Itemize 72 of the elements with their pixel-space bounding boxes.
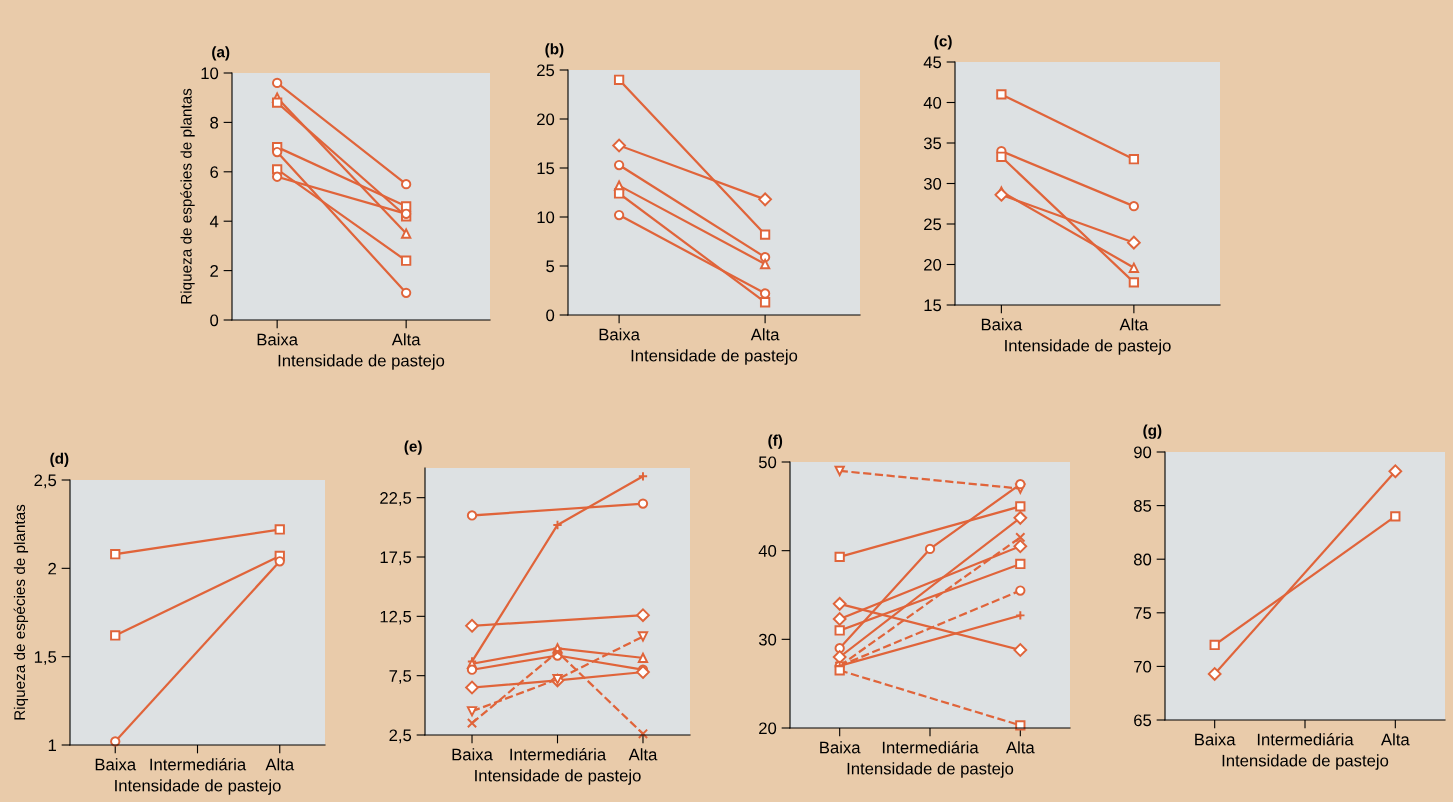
y-tick-label: 20 — [759, 722, 777, 735]
y-tick-label: 1 — [48, 739, 56, 752]
x-tick-label: Alta — [628, 748, 658, 761]
y-tick-label: 0 — [546, 309, 555, 322]
x-axis-title: Intensidade de pastejo — [1005, 339, 1171, 355]
y-tick-label: 40 — [923, 96, 942, 109]
x-axis-title: Intensidade de pastejo — [1222, 754, 1389, 770]
x-tick-label: Alta — [1381, 733, 1410, 746]
y-tick-label: 2 — [48, 562, 56, 575]
y-tick-label: 12,5 — [380, 610, 412, 625]
y-tick-label: 90 — [1134, 446, 1152, 459]
y-tick-label: 30 — [758, 633, 777, 646]
y-tick-label: 8 — [210, 116, 219, 129]
y-tick-label: 0 — [210, 314, 219, 327]
y-tick-label: 2,5 — [389, 729, 412, 744]
x-axis-title: Intensidade de pastejo — [115, 779, 281, 795]
x-axis-title: Intensidade de pastejo — [475, 769, 641, 785]
chart-title: (a) — [212, 46, 230, 61]
y-tick-label: 45 — [923, 56, 942, 69]
y-tick-label: 1,5 — [34, 651, 57, 665]
y-tick-label: 5 — [546, 260, 555, 273]
y-tick-label: 35 — [923, 137, 942, 150]
y-tick-label: 15 — [924, 299, 942, 312]
y-tick-label: 40 — [758, 545, 777, 557]
y-tick-label: 50 — [758, 456, 777, 469]
y-tick-label: 7,5 — [389, 670, 412, 684]
y-tick-label: 85 — [1133, 500, 1152, 512]
y-tick-label: 70 — [1134, 660, 1152, 673]
chart-title: (g) — [1143, 424, 1162, 439]
y-axis-title: Riqueza de espécies de plantas — [180, 88, 195, 304]
x-tick-label: Alta — [391, 333, 421, 346]
x-tick-label: Intermediária — [150, 758, 247, 771]
y-tick-label: 10 — [201, 67, 219, 80]
y-tick-label: 25 — [537, 64, 555, 77]
chart-title: (f) — [768, 434, 783, 449]
y-tick-label: 80 — [1133, 553, 1152, 566]
chart-title: (d) — [50, 452, 69, 467]
y-tick-label: 75 — [1134, 607, 1152, 619]
chart-title: (b) — [545, 43, 564, 58]
y-tick-label: 10 — [537, 211, 555, 224]
y-tick-label: 22,5 — [380, 492, 412, 506]
x-axis-title: Intensidade de pastejo — [631, 349, 798, 365]
x-tick-label: Baixa — [257, 333, 298, 346]
y-axis-title: Riqueza de espécies de plantas — [13, 504, 29, 720]
x-axis-title: Intensidade de pastejo — [847, 762, 1014, 778]
x-tick-label: Baixa — [452, 748, 493, 761]
y-tick-label: 2 — [210, 265, 218, 277]
y-tick-label: 20 — [537, 113, 555, 126]
chart-title: (c) — [934, 35, 952, 50]
x-tick-label: Alta — [1006, 741, 1035, 754]
y-tick-label: 20 — [924, 258, 942, 271]
x-tick-label: Intermediária — [510, 748, 607, 761]
x-tick-label: Intermediária — [882, 741, 979, 754]
x-axis-title: Intensidade de pastejo — [278, 354, 445, 370]
y-tick-label: 6 — [210, 166, 219, 178]
x-tick-label: Baixa — [599, 328, 640, 341]
y-tick-label: 30 — [923, 177, 942, 190]
x-tick-label: Alta — [750, 328, 780, 341]
x-tick-label: Alta — [265, 758, 295, 771]
y-tick-label: 65 — [1134, 714, 1152, 727]
chart-title: (e) — [404, 440, 422, 455]
x-tick-label: Alta — [1119, 318, 1149, 331]
y-tick-label: 25 — [924, 218, 942, 231]
x-tick-label: Baixa — [820, 741, 861, 754]
y-tick-label: 2,5 — [34, 474, 57, 489]
x-tick-label: Intermediária — [1257, 733, 1354, 746]
y-tick-label: 4 — [209, 215, 219, 228]
x-tick-label: Baixa — [95, 758, 137, 771]
y-tick-label: 15 — [537, 162, 555, 175]
x-tick-label: Baixa — [1195, 733, 1236, 746]
x-tick-label: Baixa — [981, 318, 1023, 331]
y-tick-label: 17,5 — [380, 551, 412, 566]
